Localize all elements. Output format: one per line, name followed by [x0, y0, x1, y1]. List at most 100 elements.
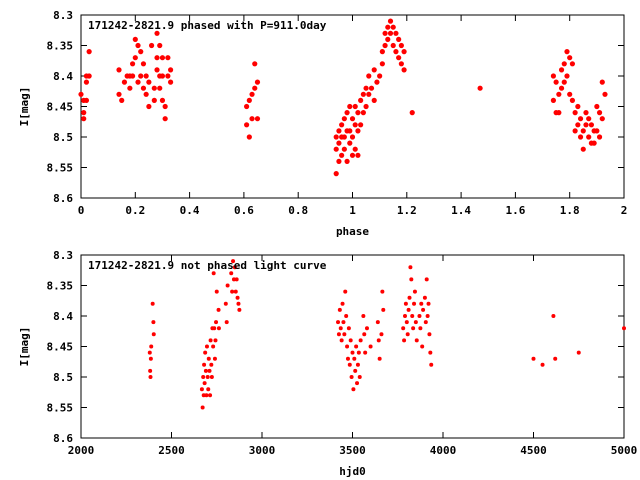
phased-data-point	[360, 110, 366, 116]
phased-data-point	[366, 91, 372, 97]
unphased-data-point	[234, 277, 239, 282]
unphased-data-point	[406, 307, 411, 312]
unphased-data-point	[353, 368, 358, 373]
phased-data-point	[143, 91, 149, 97]
phased-data-point	[379, 49, 385, 55]
phased-data-point	[564, 49, 570, 55]
phased-data-point	[132, 55, 138, 61]
unphased-data-point	[429, 362, 434, 367]
unphased-data-point	[223, 301, 228, 306]
unphased-data-point	[354, 344, 359, 349]
phased-data-point	[132, 36, 138, 43]
unphased-data-point	[409, 277, 414, 282]
unphased-data-point	[417, 314, 422, 318]
phased-data-point	[550, 97, 557, 103]
phased-data-point	[246, 134, 252, 140]
unphased-data-point	[413, 320, 418, 325]
unphased-y-tick-label: 8.45	[47, 341, 74, 354]
phased-data-point	[119, 97, 125, 103]
phased-data-point	[390, 42, 396, 49]
phased-data-point	[398, 61, 404, 67]
phased-data-point	[572, 128, 578, 134]
unphased-data-point	[368, 344, 373, 349]
unphased-data-point	[343, 289, 348, 294]
unphased-data-point	[213, 338, 218, 343]
phased-data-point	[135, 42, 141, 49]
unphased-data-point	[235, 295, 240, 300]
phased-data-point	[154, 55, 160, 61]
phased-data-point	[138, 49, 144, 55]
phased-data-point	[116, 91, 122, 97]
phased-data-point	[83, 97, 90, 103]
phased-data-point	[349, 116, 356, 122]
phased-data-point	[355, 152, 361, 158]
phased-data-point	[564, 73, 570, 79]
unphased-data-point	[407, 295, 412, 300]
unphased-data-point	[216, 326, 221, 331]
unphased-data-point	[356, 350, 361, 355]
phased-data-point	[596, 110, 603, 116]
phased-y-tick-label: 8.55	[47, 162, 74, 175]
phased-data-point	[596, 134, 603, 140]
phased-data-point	[390, 24, 396, 30]
phased-data-point	[599, 79, 605, 85]
unphased-data-point	[375, 320, 380, 325]
unphased-data-point	[336, 320, 341, 325]
unphased-data-point	[336, 332, 341, 337]
unphased-data-point	[229, 271, 234, 276]
unphased-light-curve-panel: 2000 2500 3000 3500 4000 4500 5000 8.3 8.35 8.4 8.…	[18, 249, 637, 478]
unphased-data-point	[348, 338, 353, 343]
phased-data-point	[146, 79, 152, 85]
unphased-data-point	[237, 307, 242, 312]
unphased-data-point	[428, 350, 433, 355]
phased-y-tick-label: 8.3	[53, 9, 73, 22]
unphased-data-point	[201, 375, 206, 379]
unphased-data-point	[351, 387, 356, 392]
unphased-data-point	[418, 326, 423, 331]
unphased-data-point	[147, 350, 152, 355]
phased-data-point	[567, 55, 573, 61]
unphased-data-point	[342, 332, 347, 337]
phased-data-point	[385, 24, 391, 30]
unphased-data-point	[350, 350, 355, 355]
unphased-data-point	[355, 362, 360, 367]
unphased-data-point	[345, 344, 350, 349]
phased-data-point	[382, 30, 388, 36]
unphased-data-point	[402, 338, 407, 343]
unphased-data-point	[151, 332, 156, 337]
phased-data-point	[387, 18, 394, 24]
phased-data-point	[341, 146, 347, 152]
phased-data-point	[135, 79, 141, 85]
unphased-data-point	[341, 320, 346, 325]
unphased-data-point	[412, 301, 417, 306]
phased-data-point	[159, 97, 166, 103]
unphased-x-tick-label: 4000	[430, 444, 457, 457]
unphased-plot-title: 171242-2821.9 not phased light curve	[88, 259, 327, 272]
phased-data-point	[162, 103, 168, 110]
phased-data-point	[583, 110, 589, 116]
phased-data-point	[148, 42, 155, 49]
phased-data-point	[349, 134, 356, 140]
phased-data-point	[333, 171, 339, 177]
unphased-data-point	[225, 283, 230, 288]
unphased-data-point	[206, 356, 211, 361]
unphased-y-tick-label: 8.5	[53, 371, 73, 384]
unphased-data-point	[427, 332, 432, 337]
unphased-data-point	[414, 338, 419, 343]
unphased-data-point	[380, 289, 385, 294]
phased-data-point	[138, 73, 144, 79]
phased-data-point	[151, 97, 157, 103]
phased-data-point	[157, 42, 163, 49]
phased-data-point	[254, 116, 261, 122]
unphased-data-point	[200, 405, 205, 410]
phased-data-point	[580, 146, 586, 152]
unphased-data-point	[214, 320, 219, 325]
phased-data-point	[86, 49, 92, 55]
phased-data-point	[352, 146, 358, 152]
phased-data-point	[339, 122, 345, 128]
unphased-x-tick-label: 2500	[158, 444, 185, 457]
phased-data-point	[254, 79, 261, 85]
phased-data-point	[396, 55, 402, 61]
phased-plot-title: 171242-2821.9 phased with P=911.0day	[88, 19, 327, 32]
